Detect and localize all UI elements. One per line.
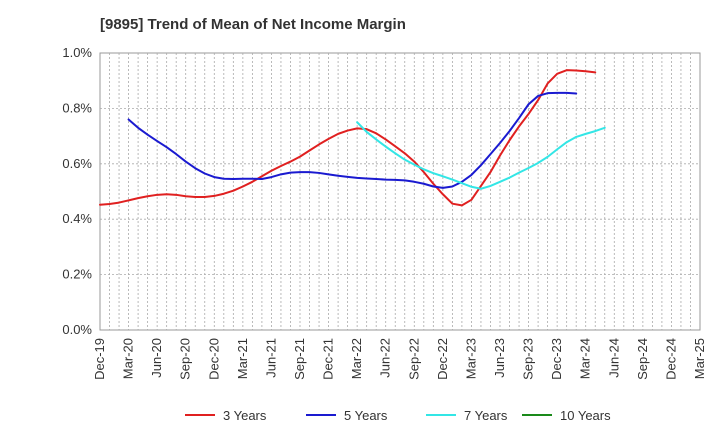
legend-label: 10 Years (560, 408, 611, 423)
x-tick-label: Jun-22 (378, 338, 393, 378)
x-tick-label: Jun-24 (606, 338, 621, 378)
legend-label: 7 Years (464, 408, 508, 423)
series-line-2 (127, 91, 578, 189)
x-axis: Dec-19 Mar-20 Jun-20 Sep-20 Dec-20 Mar-21 Jun-… (92, 338, 707, 380)
x-tick-label: Mar-25 (692, 338, 707, 379)
x-tick-label: Dec-20 (206, 338, 221, 380)
chart-title: [9895] Trend of Mean of Net Income Margi… (100, 16, 406, 33)
x-tick-label: Dec-21 (321, 338, 336, 380)
x-tick-label: Mar-22 (349, 338, 364, 379)
plot-frame (99, 52, 701, 331)
y-tick-label: 1.0% (62, 45, 92, 60)
x-tick-label: Jun-21 (263, 338, 278, 378)
x-tick-label: Jun-23 (492, 338, 507, 378)
x-tick-label: Sep-23 (521, 338, 536, 380)
x-tick-label: Dec-19 (92, 338, 107, 380)
x-tick-label: Jun-20 (149, 338, 164, 378)
legend: 3 Years 5 Years 7 Years 10 Years (185, 408, 611, 423)
x-tick-label: Sep-22 (406, 338, 421, 380)
legend-label: 5 Years (344, 408, 388, 423)
y-tick-label: 0.0% (62, 322, 92, 337)
x-tick-label: Sep-21 (292, 338, 307, 380)
x-tick-label: Dec-23 (549, 338, 564, 380)
series-line-1 (99, 69, 597, 207)
y-axis: 0.0% 0.2% 0.4% 0.6% 0.8% 1.0% (62, 45, 92, 337)
x-tick-label: Mar-21 (235, 338, 250, 379)
series-layer (99, 69, 606, 207)
y-tick-label: 0.6% (62, 156, 92, 171)
x-tick-label: Sep-24 (635, 338, 650, 380)
plot-area (99, 52, 701, 331)
y-tick-label: 0.8% (62, 100, 92, 115)
series-line-3 (356, 121, 606, 190)
x-tick-label: Mar-20 (121, 338, 136, 379)
y-tick-label: 0.2% (62, 267, 92, 282)
x-tick-label: Mar-24 (578, 338, 593, 379)
x-tick-label: Mar-23 (463, 338, 478, 379)
x-tick-label: Dec-22 (435, 338, 450, 380)
grid (100, 53, 700, 330)
legend-label: 3 Years (223, 408, 267, 423)
y-tick-label: 0.4% (62, 211, 92, 226)
x-tick-label: Dec-24 (663, 338, 678, 380)
x-tick-label: Sep-20 (178, 338, 193, 380)
